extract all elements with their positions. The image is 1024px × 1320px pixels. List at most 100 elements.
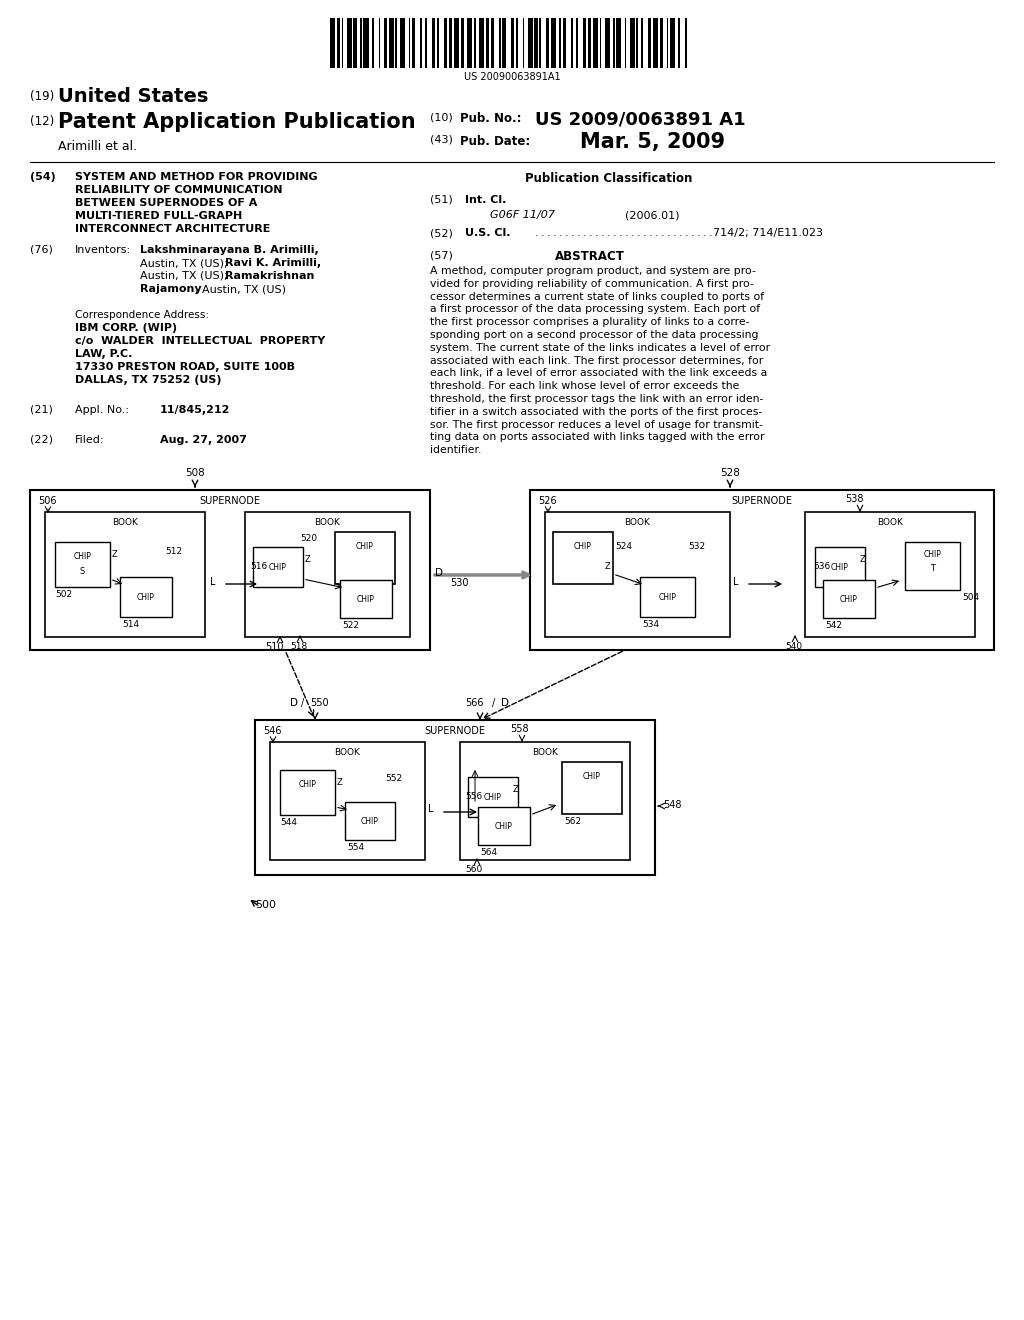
Text: Austin, TX (US);: Austin, TX (US); xyxy=(140,257,231,268)
Bar xyxy=(335,532,395,583)
Text: CHIP: CHIP xyxy=(574,543,592,550)
Text: SUPERNODE: SUPERNODE xyxy=(200,496,260,506)
Text: , Austin, TX (US): , Austin, TX (US) xyxy=(195,284,286,294)
Text: BETWEEN SUPERNODES OF A: BETWEEN SUPERNODES OF A xyxy=(75,198,257,209)
Text: Z: Z xyxy=(337,777,343,787)
Text: the first processor comprises a plurality of links to a corre-: the first processor comprises a pluralit… xyxy=(430,317,750,327)
Text: .: . xyxy=(618,228,623,238)
Bar xyxy=(670,18,675,69)
Bar xyxy=(588,18,591,69)
Bar xyxy=(253,546,303,587)
Text: each link, if a level of error associated with the link exceeds a: each link, if a level of error associate… xyxy=(430,368,767,379)
Bar xyxy=(553,532,613,583)
Text: CHIP: CHIP xyxy=(658,593,677,602)
Text: Patent Application Publication: Patent Application Publication xyxy=(58,112,416,132)
Bar xyxy=(379,18,380,69)
Text: .: . xyxy=(631,228,635,238)
Text: IBM CORP. (WIP): IBM CORP. (WIP) xyxy=(75,323,177,333)
Text: CHIP: CHIP xyxy=(840,595,858,605)
Bar xyxy=(577,18,578,69)
Bar xyxy=(347,18,352,69)
Text: 518: 518 xyxy=(290,642,307,651)
Text: /: / xyxy=(492,698,496,708)
Bar xyxy=(364,18,369,69)
Text: .: . xyxy=(589,228,593,238)
Text: tifier in a switch associated with the ports of the first proces-: tifier in a switch associated with the p… xyxy=(430,407,762,417)
Bar xyxy=(388,18,393,69)
Bar xyxy=(409,18,411,69)
Text: 524: 524 xyxy=(615,543,632,550)
Text: a first processor of the data processing system. Each port of: a first processor of the data processing… xyxy=(430,305,760,314)
Bar xyxy=(45,512,205,638)
Bar xyxy=(421,18,422,69)
Bar xyxy=(345,803,395,840)
Text: SUPERNODE: SUPERNODE xyxy=(425,726,485,737)
Bar xyxy=(499,18,501,69)
Bar xyxy=(425,18,427,69)
Text: INTERCONNECT ARCHITECTURE: INTERCONNECT ARCHITECTURE xyxy=(75,224,270,234)
Text: ABSTRACT: ABSTRACT xyxy=(555,249,625,263)
Text: 714/2; 714/E11.023: 714/2; 714/E11.023 xyxy=(713,228,823,238)
Text: .: . xyxy=(607,228,610,238)
Bar xyxy=(641,18,643,69)
Bar xyxy=(530,490,994,649)
Text: D: D xyxy=(435,568,443,578)
Text: (57): (57) xyxy=(430,249,453,260)
Bar xyxy=(600,18,601,69)
Text: Ravi K. Arimilli,: Ravi K. Arimilli, xyxy=(225,257,322,268)
Text: .: . xyxy=(613,228,616,238)
Text: .: . xyxy=(583,228,587,238)
Bar xyxy=(474,18,476,69)
Text: Mar. 5, 2009: Mar. 5, 2009 xyxy=(580,132,725,152)
Text: Pub. No.:: Pub. No.: xyxy=(460,112,521,125)
Text: Z: Z xyxy=(513,785,519,795)
Text: CHIP: CHIP xyxy=(357,595,375,605)
Bar xyxy=(468,777,518,817)
Text: .: . xyxy=(541,228,545,238)
Text: United States: United States xyxy=(58,87,208,106)
Bar xyxy=(559,18,561,69)
Text: 562: 562 xyxy=(564,817,582,826)
Text: CHIP: CHIP xyxy=(137,593,155,602)
Text: 11/845,212: 11/845,212 xyxy=(160,405,230,414)
Bar xyxy=(432,18,435,69)
Bar xyxy=(255,719,655,875)
Text: .: . xyxy=(709,228,713,238)
Text: CHIP: CHIP xyxy=(495,822,513,832)
Text: 514: 514 xyxy=(122,620,139,630)
Bar xyxy=(120,577,172,616)
Text: BOOK: BOOK xyxy=(314,517,340,527)
Text: threshold. For each link whose level of error exceeds the: threshold. For each link whose level of … xyxy=(430,381,739,391)
Bar xyxy=(437,18,439,69)
Bar xyxy=(527,18,532,69)
Text: system. The current state of the links indicates a level of error: system. The current state of the links i… xyxy=(430,343,770,352)
Bar xyxy=(245,512,410,638)
Text: 552: 552 xyxy=(385,774,402,783)
Bar xyxy=(454,18,459,69)
Text: Aug. 27, 2007: Aug. 27, 2007 xyxy=(160,436,247,445)
Bar xyxy=(653,18,658,69)
Text: (21): (21) xyxy=(30,405,53,414)
Text: 544: 544 xyxy=(280,818,297,828)
Bar xyxy=(905,543,961,590)
Bar xyxy=(640,577,695,616)
Text: 556: 556 xyxy=(465,792,482,801)
Text: Z: Z xyxy=(305,554,310,564)
Bar xyxy=(613,18,614,69)
Text: 536: 536 xyxy=(813,562,830,572)
Text: Arimilli et al.: Arimilli et al. xyxy=(58,140,137,153)
Bar xyxy=(516,18,517,69)
Text: S: S xyxy=(80,568,85,576)
Bar xyxy=(360,18,361,69)
Text: sor. The first processor reduces a level of usage for transmit-: sor. The first processor reduces a level… xyxy=(430,420,763,429)
Bar xyxy=(372,18,374,69)
Text: (19): (19) xyxy=(30,90,54,103)
Text: ting data on ports associated with links tagged with the error: ting data on ports associated with links… xyxy=(430,433,765,442)
Text: Appl. No.:: Appl. No.: xyxy=(75,405,129,414)
Text: CHIP: CHIP xyxy=(361,817,379,826)
Text: RELIABILITY OF COMMUNICATION: RELIABILITY OF COMMUNICATION xyxy=(75,185,283,195)
Text: .: . xyxy=(553,228,557,238)
Text: Z: Z xyxy=(860,554,865,564)
Text: .: . xyxy=(595,228,599,238)
Text: .: . xyxy=(577,228,581,238)
